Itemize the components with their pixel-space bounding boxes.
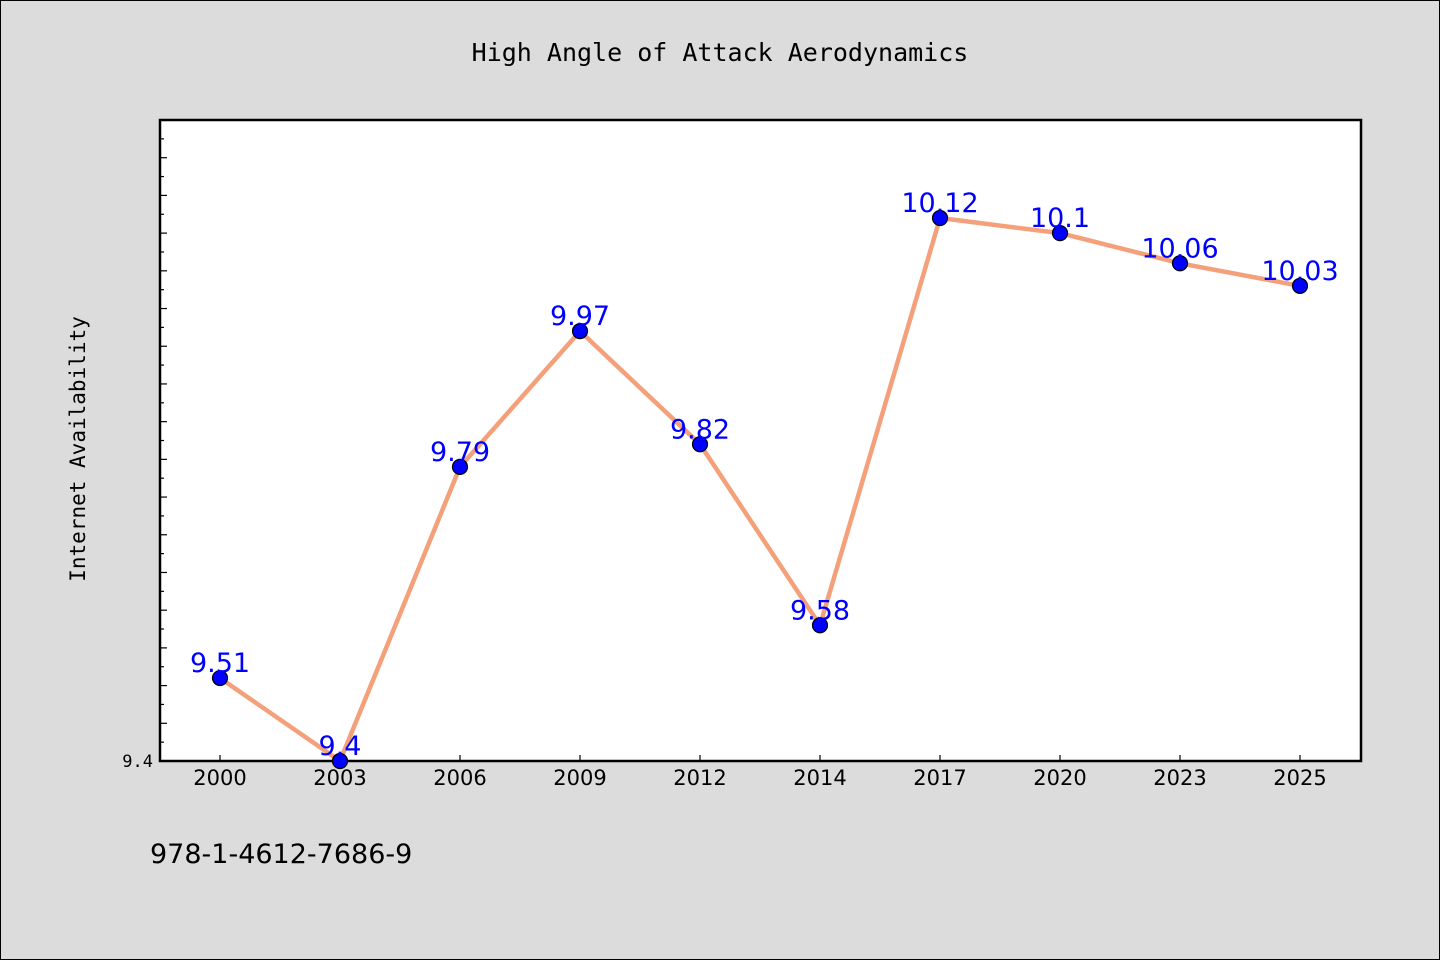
x-tick-label: 2025 xyxy=(1273,766,1326,790)
data-point-marker xyxy=(1051,225,1069,242)
data-markers xyxy=(211,209,1309,770)
data-label: 10.06 xyxy=(1141,233,1218,264)
footer-isbn-text: 978-1-4612-7686-9 xyxy=(150,839,412,870)
x-tick-label: 2014 xyxy=(793,766,846,790)
x-tick-label: 2009 xyxy=(553,766,606,790)
data-label: 9.58 xyxy=(790,595,850,626)
data-point-marker xyxy=(691,436,709,453)
chart-title: High Angle of Attack Aerodynamics xyxy=(472,38,969,67)
data-point-marker xyxy=(931,209,949,227)
data-point-marker xyxy=(811,617,829,634)
x-tick-label: 2017 xyxy=(913,766,966,790)
data-label: 9.97 xyxy=(550,301,610,332)
data-label: 9.51 xyxy=(190,648,250,679)
x-axis-tick-labels: 2000 2003 2006 2009 2012 2014 2017 2020 2023 2025 xyxy=(193,766,1326,790)
data-point-marker xyxy=(451,458,469,475)
data-point-marker xyxy=(1291,277,1309,295)
x-tick-label: 2000 xyxy=(193,766,246,790)
x-tick-label: 2003 xyxy=(313,766,366,790)
x-tick-label: 2020 xyxy=(1033,766,1086,790)
data-point-marker xyxy=(571,323,589,340)
data-label: 9.79 xyxy=(430,437,490,468)
plot-area xyxy=(158,118,1363,763)
y-axis-tick-labels: 9.4 xyxy=(122,752,153,772)
data-point-marker xyxy=(331,752,349,770)
data-label: 10.03 xyxy=(1261,256,1338,287)
data-point-marker xyxy=(211,669,229,687)
y-axis-ticks xyxy=(160,119,167,762)
data-labels: 9.51 9.4 9.79 9.97 9.82 9.58 10.12 10.1 10.06 10.… xyxy=(190,188,1339,762)
data-label: 10.12 xyxy=(901,188,978,219)
data-label: 9.4 xyxy=(319,731,362,762)
data-point-marker xyxy=(1171,255,1189,272)
series-line xyxy=(217,215,1303,764)
data-label: 10.1 xyxy=(1030,203,1090,234)
y-tick-label: 9.4 xyxy=(122,752,153,772)
x-tick-label: 2012 xyxy=(673,766,726,790)
data-label: 9.82 xyxy=(670,414,730,445)
x-tick-label: 2023 xyxy=(1153,766,1206,790)
y-axis-label: Internet Availability xyxy=(66,316,90,582)
x-tick-label: 2006 xyxy=(433,766,486,790)
